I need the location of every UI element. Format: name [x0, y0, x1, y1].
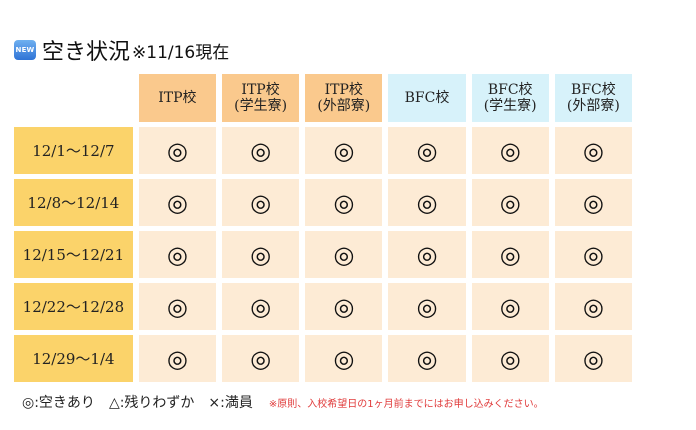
availability-cell: ◎	[305, 179, 383, 226]
availability-cell: ◎	[305, 283, 383, 330]
availability-table: ITP校 ITP校 (学生寮) ITP校 (外部寮) BFC校 BFC校 (学生…	[14, 74, 632, 387]
availability-cell: ◎	[305, 231, 383, 278]
row-period-label: 12/29～1/4	[14, 335, 133, 382]
table-corner	[14, 74, 133, 122]
availability-cell: ◎	[554, 335, 632, 382]
availability-cell: ◎	[138, 283, 216, 330]
availability-cell: ◎	[471, 283, 549, 330]
availability-cell: ◎	[388, 283, 466, 330]
availability-cell: ◎	[138, 335, 216, 382]
availability-cell: ◎	[138, 179, 216, 226]
availability-header: NEW 空き状況 ※11/16現在	[14, 36, 230, 65]
new-badge-icon: NEW	[14, 40, 36, 60]
table-row: 12/8～12/14 ◎ ◎ ◎ ◎ ◎ ◎	[14, 179, 632, 226]
availability-cell: ◎	[554, 179, 632, 226]
table-row: 12/1～12/7 ◎ ◎ ◎ ◎ ◎ ◎	[14, 127, 632, 174]
availability-cell: ◎	[305, 335, 383, 382]
column-header-itp: ITP校	[138, 74, 216, 122]
column-header-bfc: BFC校	[388, 74, 466, 122]
column-header-itp-dorm: ITP校 (学生寮)	[221, 74, 300, 122]
availability-cell: ◎	[221, 335, 300, 382]
application-deadline-note: ※原則、入校希望日の1ヶ月前までにはお申し込みください。	[268, 398, 544, 410]
availability-cell: ◎	[554, 127, 632, 174]
availability-cell: ◎	[305, 127, 383, 174]
availability-cell: ◎	[388, 231, 466, 278]
as-of-date-note: ※11/16現在	[132, 42, 230, 63]
table-row: 12/15～12/21 ◎ ◎ ◎ ◎ ◎ ◎	[14, 231, 632, 278]
availability-cell: ◎	[471, 335, 549, 382]
availability-cell: ◎	[471, 231, 549, 278]
availability-cell: ◎	[554, 283, 632, 330]
table-row: 12/22～12/28 ◎ ◎ ◎ ◎ ◎ ◎	[14, 283, 632, 330]
table-row: 12/29～1/4 ◎ ◎ ◎ ◎ ◎ ◎	[14, 335, 632, 382]
availability-cell: ◎	[471, 127, 549, 174]
legend-available: ◎:空きあり	[22, 395, 95, 411]
legend-full: ×:満員	[208, 395, 253, 411]
column-header-bfc-external: BFC校 (外部寮)	[554, 74, 632, 122]
availability-cell: ◎	[221, 283, 300, 330]
column-header-itp-external: ITP校 (外部寮)	[305, 74, 383, 122]
legend: ◎:空きあり △:残りわずか ×:満員 ※原則、入校希望日の1ヶ月前までにはお申…	[22, 392, 544, 412]
row-period-label: 12/22～12/28	[14, 283, 133, 330]
availability-cell: ◎	[138, 231, 216, 278]
table-header-row: ITP校 ITP校 (学生寮) ITP校 (外部寮) BFC校 BFC校 (学生…	[14, 74, 632, 122]
legend-few-left: △:残りわずか	[108, 395, 195, 411]
page-title: 空き状況	[42, 40, 131, 65]
availability-cell: ◎	[388, 179, 466, 226]
availability-cell: ◎	[554, 231, 632, 278]
availability-cell: ◎	[138, 127, 216, 174]
availability-cell: ◎	[221, 231, 300, 278]
availability-cell: ◎	[471, 179, 549, 226]
availability-cell: ◎	[388, 335, 466, 382]
row-period-label: 12/15～12/21	[14, 231, 133, 278]
availability-cell: ◎	[221, 127, 300, 174]
availability-cell: ◎	[221, 179, 300, 226]
availability-cell: ◎	[388, 127, 466, 174]
row-period-label: 12/1～12/7	[14, 127, 133, 174]
row-period-label: 12/8～12/14	[14, 179, 133, 226]
column-header-bfc-dorm: BFC校 (学生寮)	[471, 74, 549, 122]
